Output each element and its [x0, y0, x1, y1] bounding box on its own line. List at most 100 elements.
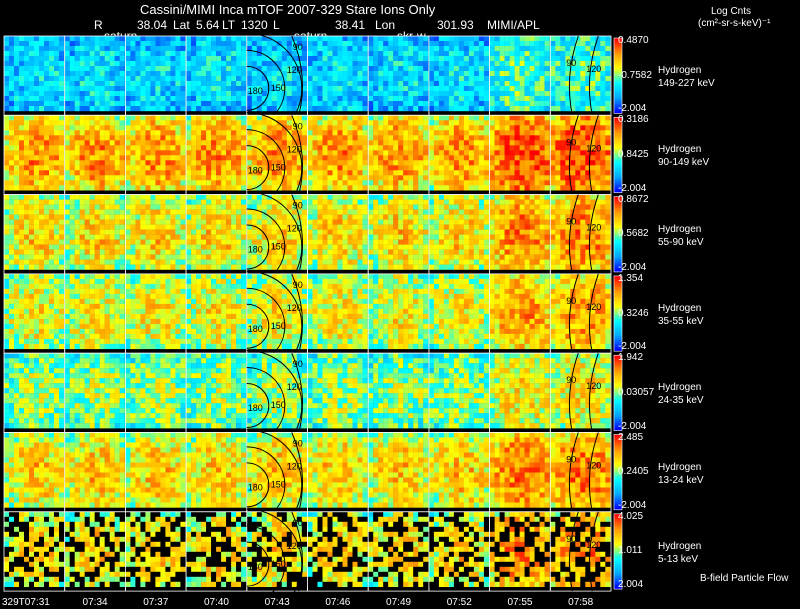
colorbar-segment [614, 424, 622, 428]
heatmap-panel [125, 115, 186, 191]
time-tick-label: 07:46 [325, 597, 351, 608]
time-tick-label: 07:52 [446, 597, 472, 608]
colorbar-segment [614, 343, 622, 346]
colorbar-segment [614, 289, 622, 292]
heatmap-panel [550, 115, 611, 191]
colorbar-segment [614, 334, 622, 337]
colorbar-segment [614, 460, 622, 464]
colorbar-segment [614, 507, 622, 511]
colorbar-segment [614, 521, 622, 524]
colorbar-segment [614, 88, 622, 91]
colorbar-segment [614, 83, 622, 86]
colorbar-segment [614, 545, 622, 548]
colorbar-segment [614, 347, 622, 350]
heatmap-panel [64, 115, 125, 191]
colorbar-segment [614, 268, 622, 271]
contour-label: 120 [586, 381, 601, 391]
energy-range-label: 149-227 keV [658, 78, 715, 89]
colorbar-segment [614, 498, 622, 501]
colorbar-segment [614, 156, 622, 159]
heatmap-panel [125, 36, 186, 112]
colorbar-segment [614, 577, 622, 580]
colorbar-segment [614, 562, 622, 565]
plot-title: Cassini/MIMI Inca mTOF 2007-329 Stare Io… [140, 2, 436, 17]
heatmap-panel [550, 194, 611, 270]
contour-label: 120 [287, 462, 302, 472]
colorbar-segment [614, 506, 622, 509]
colorbar-segment [614, 277, 622, 280]
colorbar-segment [614, 409, 622, 412]
colorbar-segment [614, 185, 622, 188]
time-tick-label: 07:37 [143, 597, 169, 608]
colorbar-segment [614, 470, 622, 473]
colorbar-segment [614, 362, 622, 365]
heatmap-panel [550, 36, 611, 112]
colorbar-min-label: -2.004 [618, 499, 647, 511]
species-label: Hydrogen [658, 540, 702, 552]
colorbar-segment [614, 266, 622, 269]
colorbar-segment [614, 551, 622, 554]
colorbar-segment [614, 249, 622, 252]
heatmap-panel [125, 432, 186, 508]
colorbar-segment [614, 338, 622, 341]
colorbar-segment [614, 311, 622, 314]
contour-label: 90 [293, 201, 303, 211]
header-r-value: 38.04 [137, 18, 168, 32]
colorbar-segment [614, 213, 622, 216]
time-tick-label: 329T07:31 [2, 597, 50, 608]
colorbar-segment [614, 38, 622, 41]
colorbar-segment [614, 547, 622, 550]
colorbar-segment [614, 51, 622, 54]
contour-label: 120 [287, 303, 302, 313]
colorbar-segment [614, 291, 622, 294]
colorbar-max-label: 1.942 [618, 352, 644, 364]
contour-label: 90 [293, 121, 303, 131]
contour-label: 150 [271, 162, 286, 172]
colorbar-segment [614, 204, 622, 207]
colorbar-segment [614, 66, 622, 69]
colorbar-segment [614, 392, 622, 395]
contour-label: 180 [248, 483, 263, 493]
heatmap-panel [368, 353, 429, 429]
colorbar-segment [614, 309, 622, 312]
colorbar-segment [614, 330, 622, 333]
colorbar-segment [614, 245, 622, 248]
colorbar-segment [614, 119, 622, 122]
colorbar-segment [614, 103, 622, 107]
heatmap-panel [428, 194, 490, 270]
species-label: Hydrogen [658, 223, 702, 235]
colorbar-segment [614, 188, 622, 191]
colorbar-segment [614, 94, 622, 97]
colorbar-segment [614, 323, 622, 326]
colorbar-segment [614, 128, 622, 131]
colorbar-segment [614, 256, 622, 259]
heatmap-panel [550, 353, 611, 429]
colorbar-segment [614, 492, 622, 496]
colorbar-segment [614, 183, 622, 186]
colorbar-segment [614, 445, 622, 448]
colorbar-segment [614, 41, 622, 44]
colorbar-segment [614, 45, 622, 48]
colorbar-segment [614, 207, 622, 211]
colorbar-segment [614, 383, 622, 386]
contour-label: 90 [293, 518, 303, 528]
colorbar-segment [614, 251, 622, 254]
colorbar-segment [614, 374, 622, 377]
colorbar-segment [614, 62, 622, 65]
colorbar-segment [614, 502, 622, 505]
species-label: Hydrogen [658, 382, 702, 394]
colorbar-segment [614, 377, 622, 380]
colorbar-segment [614, 177, 622, 180]
heatmap-panel [428, 36, 490, 112]
colorbar-mid-label: 0.3246 [618, 307, 649, 319]
colorbar-segment [614, 560, 622, 564]
colorbar-segment [614, 54, 622, 58]
colorbar-segment [614, 70, 622, 73]
heatmap-panel [4, 432, 65, 508]
colorbar-segment [614, 287, 622, 290]
colorbar-segment [614, 468, 622, 471]
colorbar-segment [614, 542, 622, 545]
colorbar-segment [614, 394, 622, 397]
time-tick-label: 07:55 [507, 597, 533, 608]
contour-label: 120 [586, 302, 601, 312]
